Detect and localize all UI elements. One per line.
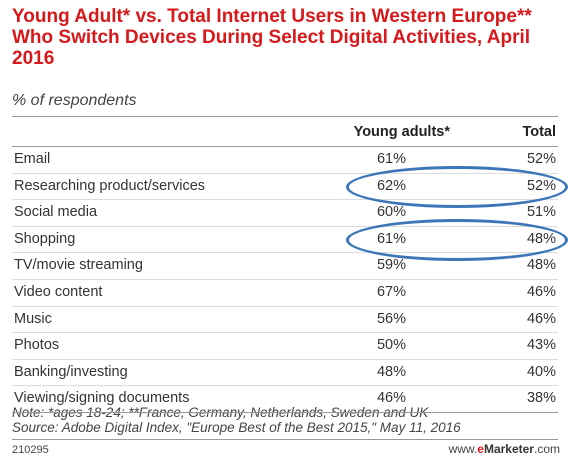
footer-rule <box>12 439 558 440</box>
row-label: Photos <box>14 337 60 354</box>
chart-code: 210295 <box>12 444 49 456</box>
row-label: Social media <box>14 204 98 221</box>
chart-title: Young Adult* vs. Total Internet Users in… <box>12 6 532 69</box>
bottom-rule <box>12 412 558 413</box>
young-adults-value: 59% <box>376 257 406 274</box>
young-adults-value: 67% <box>376 283 406 300</box>
young-adults-value: 61% <box>376 230 406 247</box>
row-label: Banking/investing <box>14 363 128 380</box>
row-label: Music <box>14 310 52 327</box>
chart-frame: Young Adult* vs. Total Internet Users in… <box>8 6 568 466</box>
table-row: TV/movie streaming 59% 48% <box>12 253 558 280</box>
total-value: 48% <box>526 257 556 274</box>
table-row: Social media 60% 51% <box>12 200 558 227</box>
young-adults-value: 61% <box>376 151 406 167</box>
total-value: 43% <box>526 337 556 354</box>
young-adults-value: 50% <box>376 337 406 354</box>
table-row: Music 56% 46% <box>12 307 558 334</box>
brand-e: e <box>477 442 484 456</box>
header-total: Total <box>522 124 556 140</box>
young-adults-value: 48% <box>376 363 406 380</box>
total-value: 46% <box>526 283 556 300</box>
row-label: Video content <box>14 283 103 300</box>
table-row: Email 61% 52% <box>12 147 558 174</box>
header-young-adults: Young adults* <box>353 124 450 140</box>
notes: Note: *ages 18-24; **France, Germany, Ne… <box>12 405 562 435</box>
table-row: Photos 50% 43% <box>12 333 558 360</box>
total-value: 40% <box>526 363 556 380</box>
total-value: 52% <box>526 151 556 167</box>
brand-prefix: www. <box>448 442 478 456</box>
top-rule <box>12 116 558 117</box>
total-value: 48% <box>526 230 556 247</box>
young-adults-value: 60% <box>376 204 406 221</box>
row-label: Email <box>14 151 51 167</box>
brand-suffix: .com <box>533 442 560 456</box>
chart-subtitle: % of respondents <box>12 92 137 109</box>
table-row: Banking/investing 48% 40% <box>12 360 558 387</box>
total-value: 46% <box>526 310 556 327</box>
total-value: 38% <box>526 390 556 407</box>
brand-name: Marketer <box>483 442 534 456</box>
row-label: TV/movie streaming <box>14 257 143 274</box>
source-text: Source: Adobe Digital Index, "Europe Bes… <box>12 420 461 435</box>
row-label: Researching product/services <box>14 177 206 194</box>
brand-logo: www.eMarketer.com <box>449 442 560 456</box>
row-label: Viewing/signing documents <box>14 390 190 407</box>
young-adults-value: 56% <box>376 310 406 327</box>
table-header-row: Young adults* Total <box>12 118 558 147</box>
row-label: Shopping <box>14 230 76 247</box>
data-table: Young adults* Total Email 61% 52% Researchi… <box>12 118 558 413</box>
total-value: 51% <box>526 204 556 221</box>
young-adults-value: 62% <box>376 177 406 194</box>
total-value: 52% <box>526 177 556 194</box>
young-adults-value: 46% <box>376 390 406 407</box>
table-row: Video content 67% 46% <box>12 280 558 307</box>
table-row: Researching product/services 62% 52% <box>12 174 558 201</box>
table-row: Shopping 61% 48% <box>12 227 558 254</box>
